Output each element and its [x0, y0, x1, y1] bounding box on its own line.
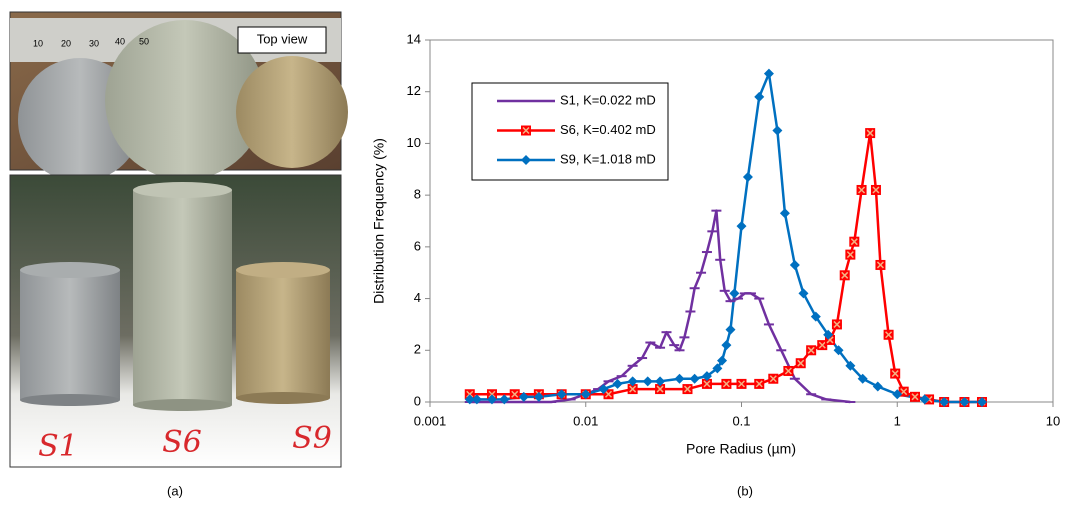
marker: [806, 345, 816, 355]
marker: [768, 374, 778, 384]
marker: [884, 330, 894, 340]
marker: [798, 288, 808, 298]
top-view-label: Top view: [257, 31, 308, 46]
marker: [754, 92, 764, 102]
y-tick-label: 14: [407, 31, 421, 46]
x-tick-label: 0.001: [414, 413, 447, 428]
sample-label: S9: [292, 421, 332, 456]
y-tick-label: 10: [407, 135, 421, 150]
marker: [772, 126, 782, 136]
figure: Top view 10 20 30 40 50 S1 S6 S9 (a) (b)…: [0, 0, 1081, 504]
ruler-label: 50: [139, 36, 149, 46]
ruler-label: 30: [89, 38, 99, 48]
sample-label: S1: [38, 429, 78, 464]
marker: [783, 366, 793, 376]
marker: [754, 379, 764, 389]
marker: [743, 172, 753, 182]
marker: [764, 69, 774, 79]
marker: [737, 379, 747, 389]
marker: [790, 260, 800, 270]
marker: [721, 340, 731, 350]
marker: [910, 392, 920, 402]
sample-label: S6: [162, 425, 202, 460]
marker: [737, 221, 747, 231]
marker: [780, 208, 790, 218]
x-tick-label: 10: [1046, 413, 1060, 428]
marker: [832, 319, 842, 329]
ruler-label: 10: [33, 38, 43, 48]
legend-label: S9, K=1.018 mD: [560, 151, 656, 166]
marker: [690, 374, 700, 384]
panel-caption: (a): [167, 483, 183, 498]
y-tick-label: 8: [414, 187, 421, 202]
panel-caption: (b): [737, 483, 753, 498]
legend-label: S6, K=0.402 mD: [560, 122, 656, 137]
ruler-label: 20: [61, 38, 71, 48]
x-axis-label: Pore Radius (µm): [686, 441, 796, 457]
marker: [849, 237, 859, 247]
y-tick-label: 0: [414, 393, 421, 408]
marker: [890, 369, 900, 379]
marker: [682, 384, 692, 394]
x-tick-label: 1: [894, 413, 901, 428]
y-axis-label: Distribution Frequency (%): [371, 138, 387, 304]
x-tick-label: 0.01: [573, 413, 598, 428]
x-tick-label: 0.1: [732, 413, 750, 428]
marker: [796, 358, 806, 368]
marker: [729, 288, 739, 298]
marker: [521, 126, 531, 136]
y-tick-label: 2: [414, 342, 421, 357]
marker: [721, 379, 731, 389]
marker: [726, 325, 736, 335]
marker: [857, 185, 867, 195]
y-tick-label: 12: [407, 83, 421, 98]
marker: [643, 376, 653, 386]
marker: [873, 381, 883, 391]
marker: [510, 389, 520, 399]
marker: [871, 185, 881, 195]
marker: [840, 270, 850, 280]
legend-label: S1, K=0.022 mD: [560, 92, 656, 107]
y-tick-label: 4: [414, 290, 421, 305]
marker: [845, 250, 855, 260]
marker: [875, 260, 885, 270]
marker: [675, 374, 685, 384]
marker: [865, 128, 875, 138]
ruler-label: 40: [115, 36, 125, 46]
y-tick-label: 6: [414, 238, 421, 253]
